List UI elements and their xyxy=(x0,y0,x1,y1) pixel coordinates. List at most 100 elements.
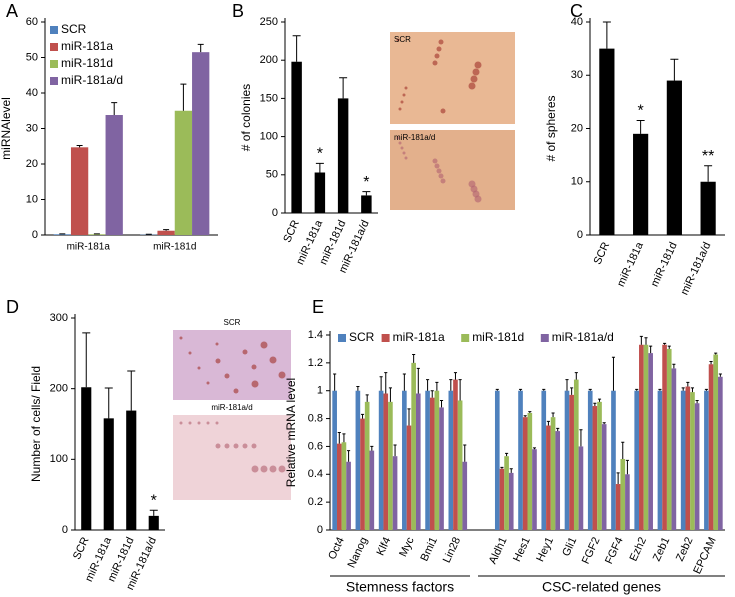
micrograph xyxy=(390,32,515,124)
bar xyxy=(657,390,663,530)
bar xyxy=(666,348,672,530)
bar xyxy=(378,390,384,530)
micrograph-detail xyxy=(269,356,277,364)
y-axis-label: # of colonies xyxy=(239,84,253,151)
error-bar xyxy=(670,58,679,81)
error-bar xyxy=(393,444,397,457)
bar xyxy=(522,417,528,530)
bar xyxy=(494,390,500,530)
error-bar xyxy=(416,367,420,394)
error-bar xyxy=(370,445,374,451)
bar xyxy=(601,424,607,530)
bar xyxy=(634,390,640,530)
bar xyxy=(615,484,621,530)
bar xyxy=(434,390,440,530)
x-tick-label: Zeb2 xyxy=(674,535,695,563)
micrograph-detail xyxy=(242,443,248,449)
error-bar xyxy=(347,450,351,462)
bar xyxy=(388,401,393,530)
y-tick-label: 10 xyxy=(26,193,38,205)
error-bar xyxy=(426,379,430,391)
error-bar xyxy=(625,459,629,475)
micrograph-detail xyxy=(468,82,476,90)
legend-label: miR-181a xyxy=(61,39,113,53)
legend-swatch xyxy=(50,60,58,68)
micrograph xyxy=(173,330,291,400)
bar xyxy=(587,390,593,530)
y-tick-label: 50 xyxy=(26,51,38,63)
x-tick-label: Nanog xyxy=(346,535,371,569)
y-tick-label: 250 xyxy=(260,16,278,28)
error-bar xyxy=(365,394,369,402)
error-bar xyxy=(588,388,592,391)
significance-mark: * xyxy=(317,146,323,163)
bar xyxy=(148,515,159,530)
panel-letter: E xyxy=(312,297,324,317)
error-bar xyxy=(412,354,416,363)
bar xyxy=(157,230,175,235)
y-tick-label: 200 xyxy=(50,383,68,395)
y-tick-label: 0 xyxy=(32,229,38,241)
micrograph-detail xyxy=(251,465,259,473)
x-tick-label: SCR xyxy=(281,218,302,244)
micrograph-detail xyxy=(215,358,221,364)
bar xyxy=(550,417,556,530)
error-bar xyxy=(453,372,458,380)
y-axis-label: # of spheres xyxy=(544,95,558,161)
micrograph-detail xyxy=(396,38,400,42)
error-bar xyxy=(686,381,690,387)
bar xyxy=(337,98,349,213)
error-bar xyxy=(635,388,639,391)
y-tick-label: 0 xyxy=(317,524,323,536)
error-bar xyxy=(579,429,583,447)
y-tick-label: 50 xyxy=(266,169,278,181)
bar xyxy=(453,379,458,530)
error-bar xyxy=(611,356,616,391)
bar xyxy=(625,474,630,530)
error-bar xyxy=(180,83,187,111)
error-bar xyxy=(649,345,653,354)
micrograph-detail xyxy=(396,136,400,140)
y-tick-label: 1 xyxy=(317,385,323,397)
micrograph-detail xyxy=(436,168,442,174)
micrograph-detail xyxy=(215,342,219,346)
legend-label: miR-181d xyxy=(472,330,524,344)
bar xyxy=(53,234,71,235)
x-tick-label: miR-181a xyxy=(67,242,111,253)
y-tick-label: 0.2 xyxy=(308,496,323,508)
error-bar xyxy=(339,77,348,99)
error-bar xyxy=(690,387,695,393)
micrograph-detail xyxy=(224,373,230,379)
error-bar xyxy=(528,411,532,413)
error-bar xyxy=(292,35,301,62)
error-bar xyxy=(542,388,546,391)
micrograph-detail xyxy=(215,421,219,425)
x-tick-label: Lin28 xyxy=(441,535,463,564)
x-tick-label: Oct4 xyxy=(326,535,347,561)
image-label: SCR xyxy=(224,318,241,327)
bar xyxy=(718,376,723,530)
micrograph-detail xyxy=(474,195,482,203)
y-tick-label: 10 xyxy=(571,176,583,188)
bar xyxy=(103,418,114,530)
bar xyxy=(369,450,375,530)
micrograph-detail xyxy=(438,39,444,45)
micrograph-detail xyxy=(434,163,440,169)
error-bar xyxy=(388,387,392,402)
bar xyxy=(690,392,695,530)
y-tick-label: 100 xyxy=(260,131,278,143)
bar xyxy=(314,172,326,213)
y-tick-label: 0 xyxy=(577,229,583,241)
error-bar xyxy=(384,372,388,394)
y-tick-label: 40 xyxy=(26,87,38,99)
y-tick-label: 20 xyxy=(571,122,583,134)
bar xyxy=(713,354,719,530)
bar xyxy=(643,344,649,530)
legend-label: SCR xyxy=(61,22,87,36)
y-tick-label: 20 xyxy=(26,158,38,170)
error-bar xyxy=(695,399,699,404)
micrograph-detail xyxy=(215,443,221,449)
y-tick-label: 1.2 xyxy=(308,357,323,369)
x-tick-label: Klf4 xyxy=(375,535,394,557)
bar xyxy=(415,393,421,530)
